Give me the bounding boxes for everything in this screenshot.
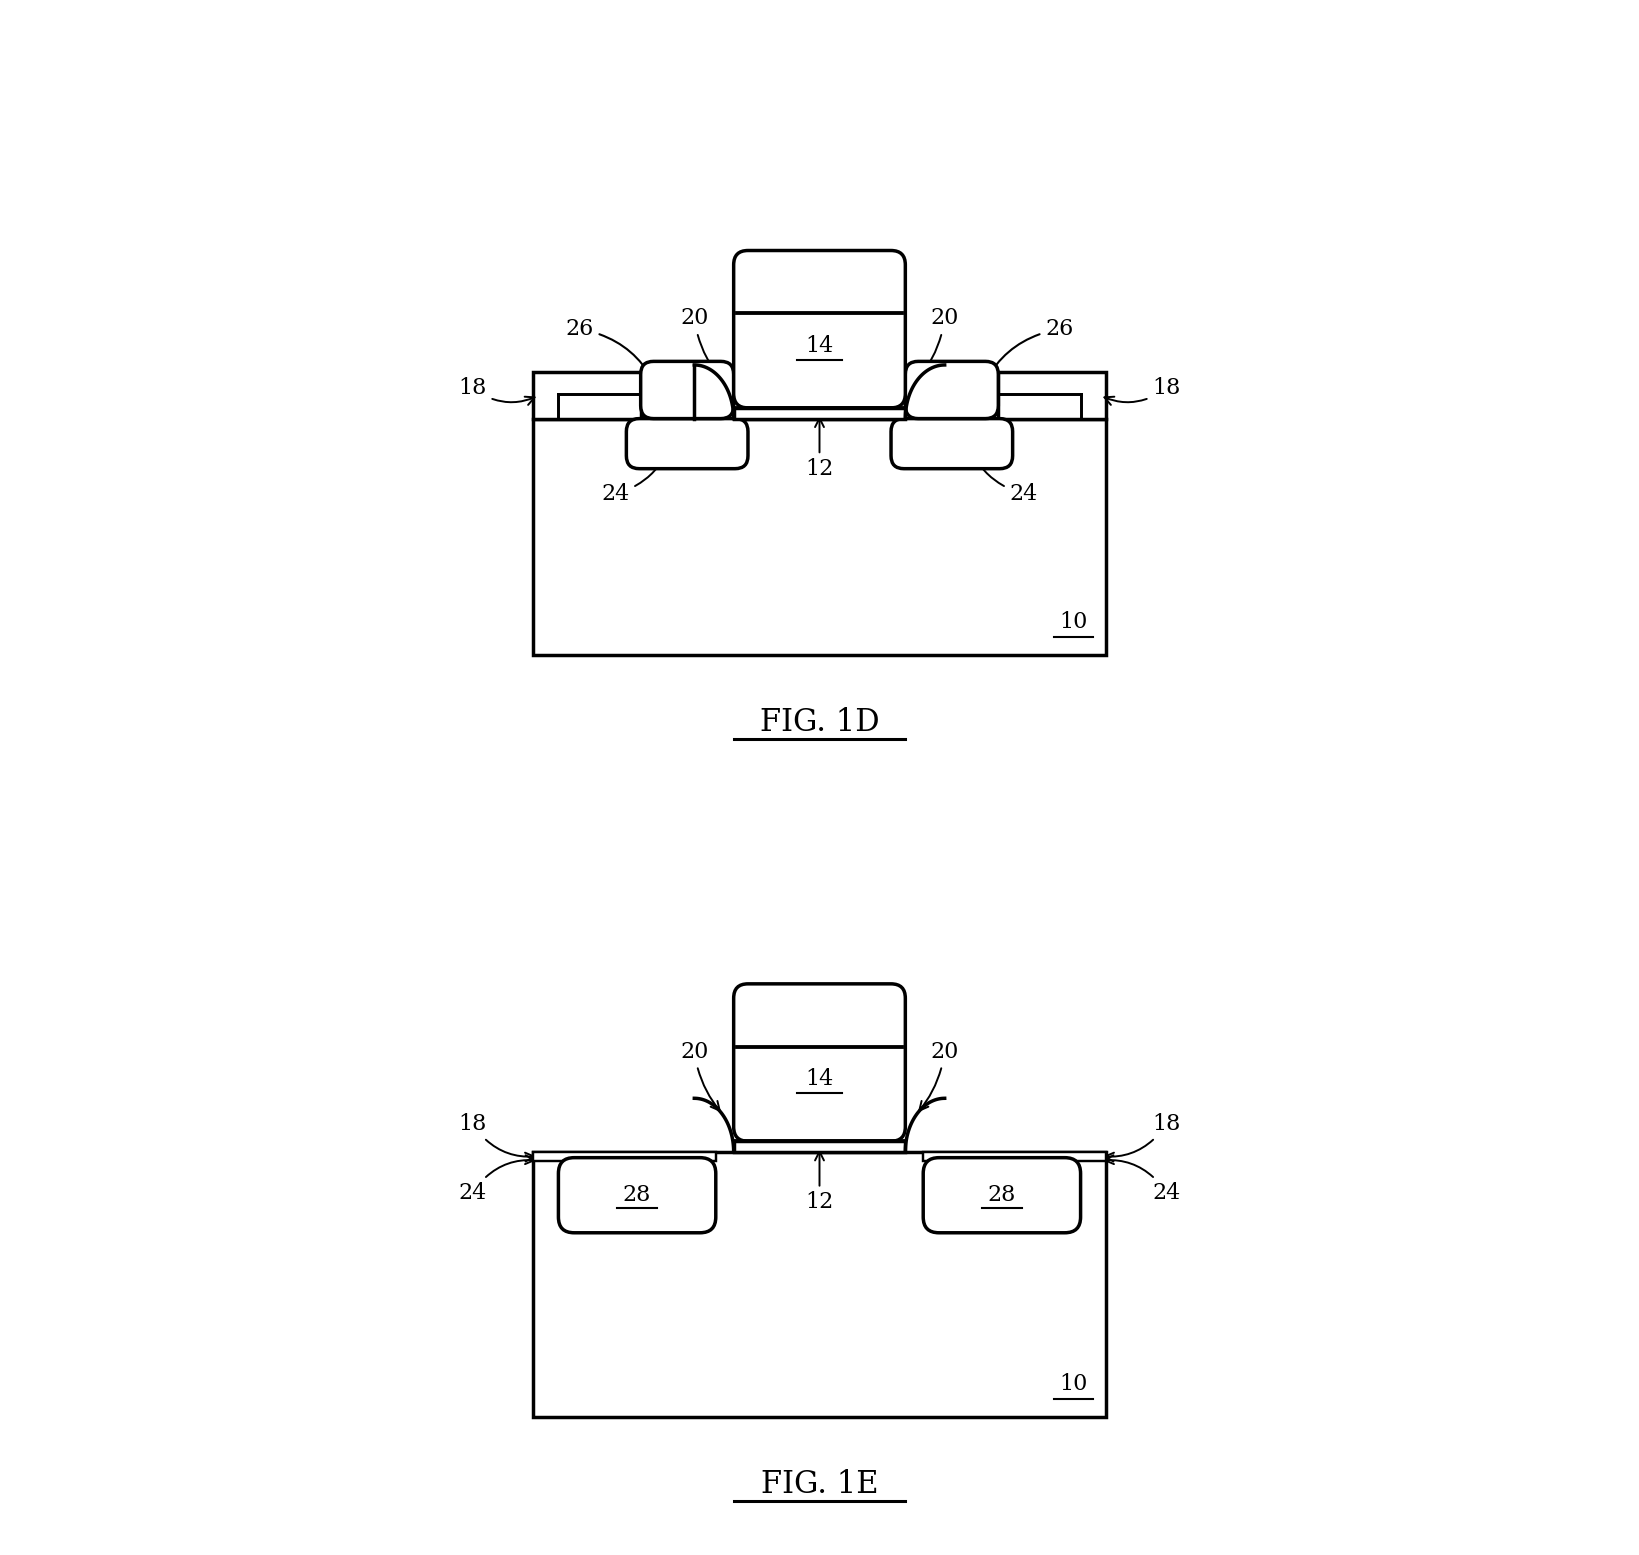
Text: FIG. 1E: FIG. 1E bbox=[760, 1469, 879, 1501]
FancyBboxPatch shape bbox=[559, 1157, 716, 1233]
Bar bbox=[533, 1152, 1106, 1417]
Text: 10: 10 bbox=[1059, 1373, 1088, 1395]
FancyBboxPatch shape bbox=[734, 984, 905, 1141]
Text: 26: 26 bbox=[565, 319, 652, 379]
Bar bbox=[533, 418, 1106, 655]
Text: 28: 28 bbox=[623, 1185, 651, 1207]
Text: 20: 20 bbox=[919, 308, 959, 378]
Text: 14: 14 bbox=[805, 1068, 834, 1090]
Text: 18: 18 bbox=[1105, 1113, 1180, 1162]
Text: 24: 24 bbox=[972, 451, 1037, 505]
Bar bbox=[533, 372, 641, 418]
Text: 12: 12 bbox=[805, 1152, 834, 1213]
Text: 20: 20 bbox=[680, 1040, 720, 1110]
Text: 10: 10 bbox=[1059, 611, 1088, 633]
Text: 24: 24 bbox=[1105, 1155, 1180, 1204]
Text: 14: 14 bbox=[805, 334, 834, 356]
Bar bbox=[923, 1152, 1106, 1160]
Bar bbox=[998, 372, 1106, 418]
Bar bbox=[533, 1152, 716, 1160]
Bar bbox=[734, 1141, 905, 1152]
Text: 18: 18 bbox=[1105, 378, 1180, 404]
FancyBboxPatch shape bbox=[641, 361, 734, 418]
Text: 18: 18 bbox=[459, 378, 534, 404]
Text: 26: 26 bbox=[987, 319, 1074, 379]
Text: 20: 20 bbox=[680, 308, 720, 378]
Text: FIG. 1D: FIG. 1D bbox=[760, 708, 879, 739]
Text: 24: 24 bbox=[459, 1155, 534, 1204]
FancyBboxPatch shape bbox=[905, 361, 998, 418]
Bar bbox=[734, 407, 905, 418]
Text: 24: 24 bbox=[602, 451, 667, 505]
Text: 20: 20 bbox=[919, 1040, 959, 1110]
FancyBboxPatch shape bbox=[626, 418, 747, 468]
Text: 12: 12 bbox=[805, 418, 834, 480]
FancyBboxPatch shape bbox=[923, 1157, 1080, 1233]
Text: 18: 18 bbox=[459, 1113, 534, 1162]
FancyBboxPatch shape bbox=[734, 250, 905, 407]
Text: 28: 28 bbox=[988, 1185, 1016, 1207]
FancyBboxPatch shape bbox=[892, 418, 1013, 468]
